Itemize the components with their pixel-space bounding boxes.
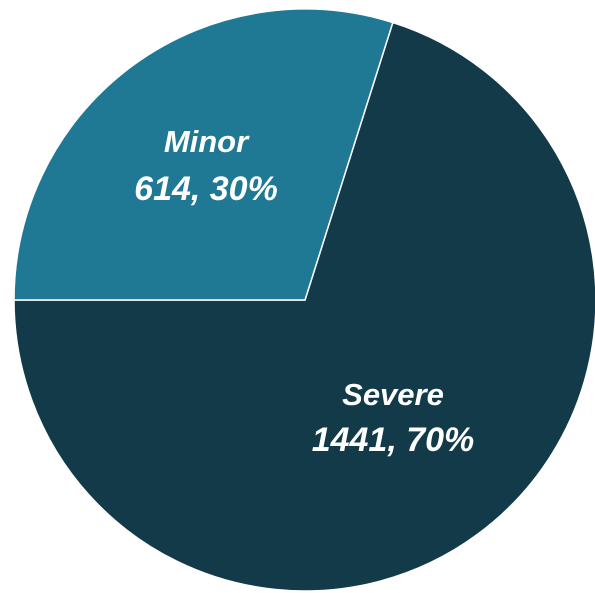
pie-slice-severe: [13, 21, 595, 592]
pie-slice-minor: [13, 8, 394, 301]
slice-label-severe-value: 1441, 70%: [312, 421, 475, 459]
slice-label-severe-name: Severe: [342, 377, 444, 412]
slice-label-minor-value: 614, 30%: [134, 170, 278, 208]
slice-label-minor-name: Minor: [164, 124, 250, 159]
